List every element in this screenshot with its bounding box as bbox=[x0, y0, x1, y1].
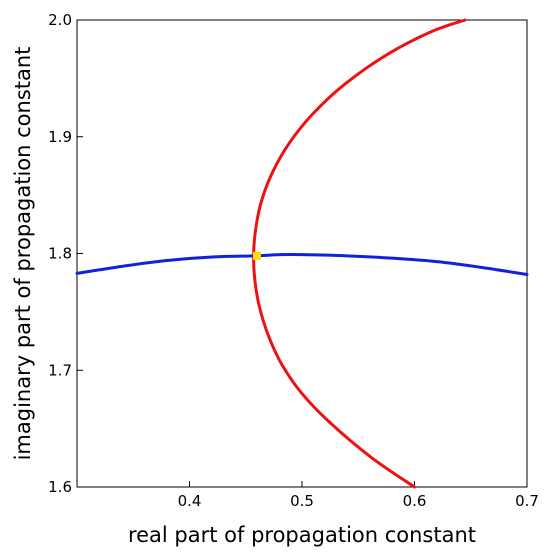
x-tick-label: 0.7 bbox=[515, 492, 539, 510]
y-tick-label: 2.0 bbox=[48, 11, 72, 29]
y-tick-label: 1.7 bbox=[48, 361, 72, 379]
y-axis-title: imaginary part of propagation constant bbox=[11, 47, 35, 461]
x-tick-label: 0.5 bbox=[290, 492, 314, 510]
series-line-2 bbox=[75, 253, 529, 277]
x-tick-label: 0.6 bbox=[403, 492, 427, 510]
y-tick-label: 1.8 bbox=[48, 245, 72, 263]
intersection-marker bbox=[253, 251, 261, 260]
x-axis-title: real part of propagation constant bbox=[128, 523, 476, 547]
x-tick-label: 0.4 bbox=[178, 492, 202, 510]
y-tick-label: 1.9 bbox=[48, 128, 72, 146]
y-tick-label: 1.6 bbox=[48, 478, 72, 496]
annotation-layer bbox=[253, 251, 261, 260]
ticks-layer: 0.4 0.5 0.6 0.7 1.6 1.7 1.8 1.9 2.0 bbox=[48, 11, 539, 510]
series-layer bbox=[75, 18, 529, 489]
series-line-1 bbox=[252, 18, 467, 489]
